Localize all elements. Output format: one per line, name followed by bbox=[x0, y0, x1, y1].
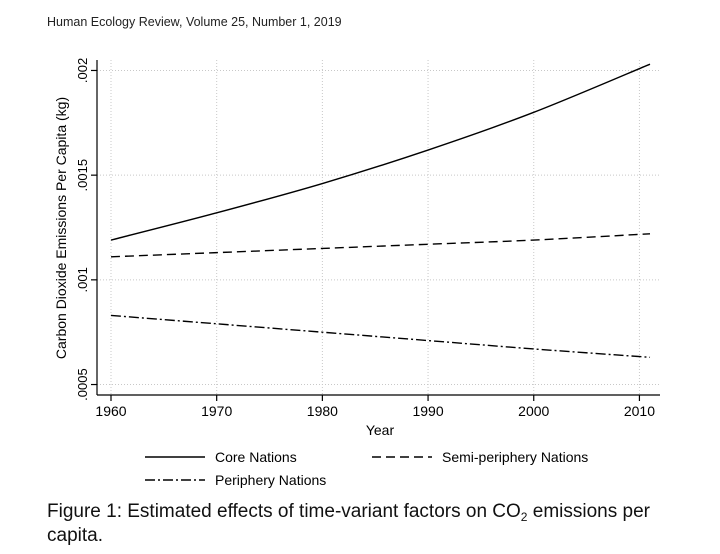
legend: Core Nations Semi-periphery Nations Periph… bbox=[145, 449, 588, 488]
x-tick-label: 1960 bbox=[95, 403, 126, 419]
y-ticks: .0005 .001 .0015 .002 bbox=[75, 58, 97, 401]
x-tick-label: 1980 bbox=[307, 403, 338, 419]
y-tick-label: .002 bbox=[75, 58, 90, 83]
running-header: Human Ecology Review, Volume 25, Number … bbox=[47, 15, 342, 29]
figure-caption: Figure 1: Estimated effects of time-vari… bbox=[47, 500, 687, 548]
series-line-semi-periphery-nations bbox=[110, 233, 651, 258]
x-tick-label: 2010 bbox=[624, 403, 655, 419]
x-ticks: 1960 1970 1980 1990 2000 2010 bbox=[95, 395, 655, 419]
x-tick-label: 1970 bbox=[201, 403, 232, 419]
x-tick-label: 2000 bbox=[518, 403, 549, 419]
y-tick-label: .0015 bbox=[75, 159, 90, 192]
x-axis-title: Year bbox=[366, 422, 395, 438]
legend-label: Semi-periphery Nations bbox=[442, 449, 588, 465]
caption-subscript: 2 bbox=[520, 510, 528, 524]
series-line-core-nations bbox=[110, 63, 651, 241]
y-tick-label: .001 bbox=[75, 267, 90, 292]
legend-label: Periphery Nations bbox=[215, 472, 326, 488]
caption-prefix: Figure 1: Estimated effects of time-vari… bbox=[47, 501, 521, 522]
series-lines bbox=[110, 63, 651, 359]
y-tick-label: .0005 bbox=[75, 368, 90, 401]
series-line-periphery-nations bbox=[110, 314, 651, 359]
line-chart: .0005 .001 .0015 .002 1960 1970 1980 1990 2000 2… bbox=[53, 58, 660, 488]
y-axis-title: Carbon Dioxide Emissions Per Capita (kg) bbox=[53, 97, 69, 359]
legend-label: Core Nations bbox=[215, 449, 297, 465]
gridlines bbox=[97, 60, 660, 395]
caption-suffix: emissions per capita. bbox=[47, 501, 650, 546]
x-tick-label: 1990 bbox=[412, 403, 443, 419]
